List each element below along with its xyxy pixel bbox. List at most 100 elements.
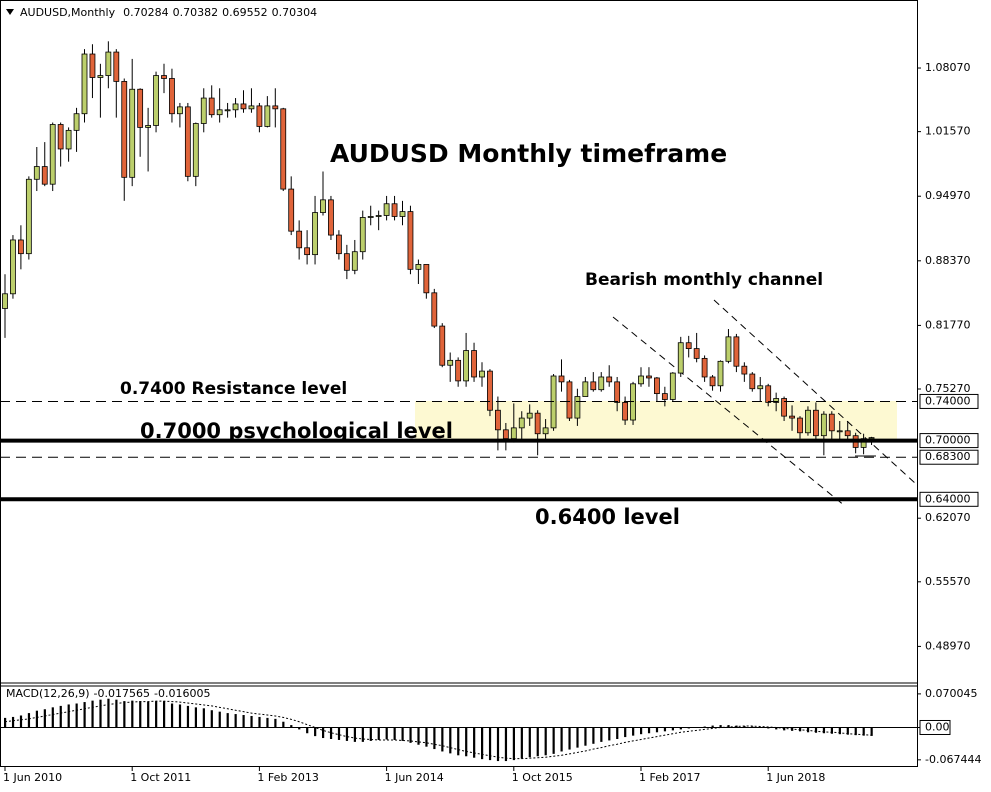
y-tick-label: 0.62070	[925, 511, 971, 524]
candle-body	[844, 430, 851, 437]
macd-bar	[488, 727, 492, 761]
macd-bar	[147, 701, 150, 728]
macd-bar	[218, 711, 221, 728]
macd-bar	[99, 699, 102, 728]
candle-body	[304, 247, 311, 256]
macd-bar	[775, 727, 778, 730]
macd-bar	[139, 701, 142, 728]
macd-bar	[846, 727, 849, 735]
y-tick-label: -0.067444	[925, 753, 981, 766]
macd-bar	[131, 700, 134, 728]
macd-bar	[401, 727, 404, 741]
candle-body	[813, 409, 819, 437]
macd-header: MACD(12,26,9) -0.017565 -0.016005	[6, 687, 210, 700]
candle-body	[41, 166, 48, 185]
candle-body	[431, 292, 438, 327]
level-label-box	[919, 491, 979, 507]
macd-bar	[584, 727, 587, 746]
candle-body	[558, 375, 565, 383]
candle-body	[439, 325, 446, 366]
candle-body	[256, 105, 263, 127]
x-tick-label: 1 Feb 2013	[257, 771, 318, 784]
macd-bar	[457, 727, 460, 756]
macd-bar	[170, 703, 174, 728]
candle-body	[407, 211, 414, 270]
macd-value: -0.017565	[94, 687, 150, 700]
macd-bar	[425, 727, 428, 747]
macd-bar	[242, 715, 245, 728]
candle-body	[526, 412, 533, 419]
macd-bar	[107, 698, 110, 728]
x-tick-label: 1 Jun 2010	[3, 771, 62, 784]
candle-body	[638, 375, 644, 385]
x-tick-label: 1 Oct 2011	[130, 771, 191, 784]
candle-body	[789, 415, 795, 419]
candle-body	[343, 253, 350, 271]
macd-bar	[258, 716, 261, 728]
channel-line	[612, 316, 846, 507]
macd-bar	[274, 718, 277, 728]
y-tick-label: 1.08070	[925, 61, 971, 74]
x-tick-label: 1 Oct 2015	[512, 771, 573, 784]
level-label: 0.70000	[925, 434, 971, 447]
macd-bar	[178, 704, 182, 728]
candle-body	[49, 124, 56, 185]
candle-body	[606, 376, 613, 383]
macd-bar	[306, 727, 309, 734]
macd-bar	[481, 727, 484, 760]
level-label: 0.74000	[925, 394, 971, 407]
candle-body	[654, 377, 660, 395]
low: 0.69552	[222, 6, 268, 19]
macd-bar	[115, 699, 118, 728]
macd-bar	[719, 725, 722, 728]
macd-bar	[361, 727, 364, 742]
macd-bar	[234, 714, 237, 728]
macd-bar	[822, 727, 826, 734]
x-tick-label: 1 Feb 2017	[639, 771, 700, 784]
macd-bar	[632, 727, 635, 736]
macd-bar	[743, 726, 746, 728]
candle-body	[216, 109, 223, 116]
candle-body	[868, 437, 875, 440]
annotation: 0.6400 level	[535, 505, 680, 529]
macd-bar	[353, 727, 356, 742]
candle-body	[137, 88, 144, 128]
symbol: AUDUSD,Monthly	[20, 6, 116, 19]
y-tick-label: 0.88370	[925, 254, 971, 267]
macd-bar	[417, 727, 420, 745]
y-tick-label: 0.81770	[925, 318, 971, 331]
macd-bar	[75, 703, 78, 728]
candle-body	[582, 381, 589, 397]
macd-bar	[528, 727, 531, 758]
candle-body	[542, 427, 549, 435]
macd-bar	[433, 727, 436, 750]
macd-bar	[11, 716, 15, 728]
candle-body	[773, 398, 780, 403]
macd-bar	[27, 713, 31, 728]
candle-body	[455, 359, 462, 382]
candle-body	[73, 113, 80, 131]
candle-body	[614, 381, 621, 403]
candle-body	[97, 75, 104, 78]
macd-bar	[711, 725, 714, 728]
macd-bar	[19, 715, 23, 728]
y-tick-label: 0.070045	[925, 687, 978, 700]
candle-body	[510, 427, 517, 440]
candle-body	[33, 166, 40, 180]
macd-bar	[202, 708, 205, 728]
macd-bar	[854, 727, 857, 736]
candle-body	[105, 51, 112, 76]
level-label-box	[919, 433, 979, 449]
frame	[0, 0, 918, 767]
y-tick-label: 0.55570	[925, 575, 971, 588]
candle-body	[423, 264, 430, 294]
candle-body	[733, 336, 740, 367]
macd-bar	[687, 727, 690, 729]
candle-body	[391, 203, 398, 217]
candle-body	[65, 129, 72, 150]
macd-bar	[512, 727, 515, 761]
candle-body	[296, 230, 303, 249]
annotation: 0.7000 psychological level	[140, 419, 453, 443]
candle-body	[479, 370, 485, 378]
